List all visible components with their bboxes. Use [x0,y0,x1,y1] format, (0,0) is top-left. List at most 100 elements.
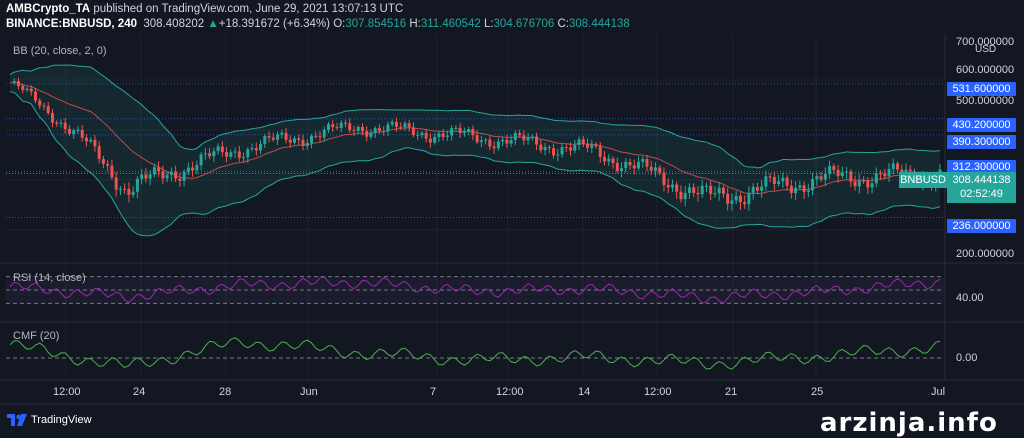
author-name[interactable]: AMBCrypto_TA [6,3,91,15]
candle-body [611,158,615,163]
candle-body [195,165,199,171]
candle-body [97,146,101,160]
candle-body [900,169,904,175]
current-price-tag: 308.444138 02:52:49 [947,172,1016,203]
candle-body [127,189,131,195]
level-tag[interactable]: 312.300000 [947,160,1016,174]
candle-body [755,186,759,191]
candle-body [615,162,619,172]
candle-body [666,184,670,188]
candle-body [212,151,216,157]
candle-body [768,176,772,178]
candle-body [815,176,819,180]
publish-info: published on TradingView.com, June 29, 2… [90,3,404,15]
candle-body [420,132,424,135]
candle-body [632,165,636,169]
candle-body [751,186,755,193]
candle-body [318,136,322,138]
candle-body [636,161,640,169]
currency-label: USD [975,44,997,55]
candle-body [738,195,742,203]
candle-body [229,152,233,157]
time-axis-label: Jul [931,386,946,398]
candle-body [182,171,186,181]
candle-body [80,129,84,138]
candle-body [135,178,139,192]
candle-body [683,192,687,200]
band-fill [10,64,940,236]
candle-body [191,167,195,171]
candle-body [687,187,691,193]
candle-body [186,167,190,172]
lower-band [9,91,941,237]
candle-body [280,132,284,135]
candle-body [25,88,29,91]
candle-body [586,143,590,148]
candle-body [730,200,734,204]
candle-body [356,127,360,131]
candle-body [314,135,318,137]
cmf-indicator-label[interactable]: CMF (20) [13,330,60,342]
candle-body [16,81,20,87]
candle-body [904,169,908,175]
candle-body [106,163,110,166]
candle-body [144,174,148,179]
candle-body [471,129,475,136]
rsi-indicator-label[interactable]: RSI (14, close) [13,272,86,284]
candle-body [501,139,505,142]
candle-body [450,128,454,136]
candle-body [305,143,309,147]
candle-body [382,130,386,132]
candle-body [543,147,547,151]
level-tag[interactable]: 430.200000 [947,118,1016,132]
candle-body [811,179,815,191]
candle-body [348,123,352,131]
candle-body [161,171,165,179]
candle-body [225,152,229,157]
candle-body [365,131,369,137]
candle-body [276,134,280,140]
low-value: 304.676706 [493,18,555,30]
last-price: 308.408202 [143,18,205,30]
candle-body [203,153,207,155]
candle-body [590,144,594,148]
candle-body [823,173,827,180]
candle-body [67,129,71,134]
candle-body [845,171,849,173]
time-axis-label: 24 [133,386,146,398]
candle-body [59,122,63,124]
level-tag[interactable]: 531.600000 [947,82,1016,96]
candle-body [101,159,105,164]
candle-body [263,136,267,144]
level-tag[interactable]: 390.300000 [947,135,1016,149]
candle-body [539,144,543,151]
candle-body [157,167,161,172]
candle-body [819,176,823,180]
current-price: 308.444138 [952,174,1011,186]
symbol-title: BINANCE:BNBUSD, 240 [6,18,137,30]
candle-body [403,123,407,128]
candle-body [789,185,793,194]
candle-body [118,188,122,190]
upper-band [9,64,941,169]
candle-body [526,137,530,141]
tradingview-logo[interactable]: TradingView [7,414,92,426]
candle-body [458,127,462,134]
level-tag[interactable]: 236.000000 [947,219,1016,233]
candle-body [343,122,347,124]
bb-indicator-label[interactable]: BB (20, close, 2, 0) [13,45,107,57]
candle-body [581,139,585,144]
candle-body [594,144,598,147]
candle-body [29,88,33,92]
candle-body [479,140,483,143]
candle-body [726,193,730,204]
cmf-pane [6,337,944,370]
candle-body [484,139,488,141]
candle-body [700,185,704,195]
candle-body [649,166,653,171]
candle-body [416,134,420,136]
candle-body [233,151,237,153]
candle-body [267,136,271,138]
candle-body [785,177,789,186]
